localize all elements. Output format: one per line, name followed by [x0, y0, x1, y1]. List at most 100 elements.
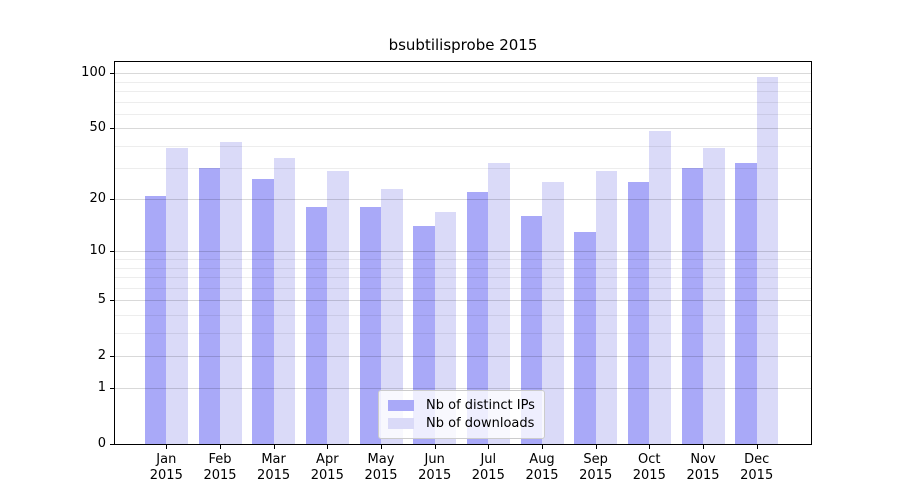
x-tick-label-line: Mar — [261, 452, 286, 467]
y-tick-label: 1 — [97, 380, 106, 396]
legend-label-distinct-ips: Nb of distinct IPs — [426, 398, 535, 414]
bar-downloads — [381, 188, 403, 444]
x-tick-label-line: 2015 — [418, 467, 452, 483]
grid-minor-line — [115, 168, 811, 170]
bar-distinct-ips — [735, 163, 757, 444]
grid-minor-line — [115, 101, 811, 103]
y-tick-mark — [110, 300, 114, 301]
x-tick-mark — [434, 445, 436, 449]
x-tick-mark — [220, 445, 221, 449]
chart-title: bsubtilisprobe 2015 — [388, 36, 538, 54]
x-tick-label-line: 2015 — [203, 467, 237, 483]
bar-distinct-ips — [305, 207, 328, 444]
grid-minor-line — [115, 314, 811, 316]
legend-item-downloads: Nb of downloads — [388, 416, 535, 431]
x-tick-mark — [649, 445, 651, 449]
x-tick-label-line: May — [367, 452, 395, 467]
x-tick-label-line: 2015 — [525, 467, 559, 483]
grid-minor-line — [115, 113, 811, 115]
bar-distinct-ips — [627, 182, 650, 444]
x-tick-label: Jun 2015 — [405, 452, 465, 483]
grid-minor-line — [115, 276, 811, 278]
x-tick-label: Feb 2015 — [190, 452, 250, 483]
x-tick-label-line: Dec — [744, 452, 770, 467]
x-tick-label: Jul 2015 — [458, 452, 518, 483]
y-tick-label: 20 — [89, 191, 106, 207]
x-tick-label-line: Jul — [480, 452, 497, 467]
grid-minor-line — [115, 287, 811, 289]
bar-downloads — [327, 170, 349, 444]
bar-downloads — [542, 182, 564, 444]
bar-downloads — [703, 147, 725, 444]
x-tick-label-line: Jan — [156, 452, 177, 467]
x-tick-label-line: 2015 — [632, 467, 666, 483]
x-tick-label-line: Nov — [690, 452, 716, 467]
x-tick-mark — [273, 445, 275, 449]
y-tick-mark — [110, 199, 114, 201]
x-tick-label-line: 2015 — [579, 467, 613, 483]
legend-label-downloads: Nb of downloads — [426, 415, 535, 431]
x-tick-label-line: Feb — [208, 452, 232, 467]
bar-distinct-ips — [574, 232, 596, 444]
bar-distinct-ips — [359, 207, 381, 444]
grid-minor-line — [115, 81, 811, 83]
y-tick-label: 0 — [97, 436, 106, 451]
grid-major-line — [115, 73, 811, 75]
y-tick-label: 100 — [81, 65, 106, 81]
y-tick-label: 50 — [89, 120, 106, 136]
bar-distinct-ips — [252, 179, 274, 444]
bar-distinct-ips — [520, 216, 542, 444]
x-tick-label-line: Aug — [529, 452, 555, 467]
x-tick-mark — [542, 445, 543, 449]
legend-swatch-downloads — [388, 417, 414, 429]
x-tick-mark — [756, 445, 758, 449]
grid-minor-line — [115, 259, 811, 260]
plot-area — [114, 61, 812, 445]
y-tick-label: 2 — [97, 347, 106, 363]
grid-major-line — [115, 355, 811, 357]
bar-downloads — [220, 141, 242, 444]
x-tick-label-line: 2015 — [257, 467, 291, 483]
x-tick-label: Mar 2015 — [244, 452, 304, 483]
bar-downloads — [488, 163, 510, 444]
bar-downloads — [166, 147, 188, 444]
x-tick-label: Nov 2015 — [673, 452, 733, 483]
grid-minor-line — [115, 267, 811, 269]
x-tick-label-line: 2015 — [686, 467, 720, 483]
legend: Nb of distinct IPs Nb of downloads — [378, 390, 545, 439]
grid-major-line — [115, 388, 811, 390]
x-tick-mark — [381, 445, 382, 449]
y-tick-label: 10 — [89, 243, 106, 259]
x-tick-mark — [327, 445, 329, 449]
bar-distinct-ips — [681, 168, 703, 444]
bar-downloads — [434, 211, 457, 444]
x-tick-label-line: Jun — [424, 452, 445, 467]
y-tick-label: 5 — [97, 292, 106, 307]
y-tick-mark — [110, 251, 114, 253]
grid-major-line — [115, 300, 811, 301]
grid-major-line — [115, 199, 811, 201]
grid-minor-line — [115, 145, 811, 147]
grid-minor-line — [115, 332, 811, 334]
x-tick-mark — [488, 445, 490, 449]
bar-distinct-ips — [413, 226, 435, 444]
bar-distinct-ips — [144, 195, 167, 444]
x-tick-label-line: Apr — [316, 452, 339, 467]
bar-downloads — [273, 158, 296, 444]
x-tick-mark — [595, 445, 597, 449]
x-tick-label-line: 2015 — [364, 467, 398, 483]
legend-item-distinct-ips: Nb of distinct IPs — [388, 398, 535, 413]
bar-downloads — [649, 131, 671, 444]
bar-downloads — [756, 77, 779, 444]
x-tick-label-line: 2015 — [310, 467, 344, 483]
y-tick-mark — [110, 128, 114, 130]
bar-distinct-ips — [198, 168, 220, 444]
x-tick-label-line: 2015 — [471, 467, 505, 483]
bar-distinct-ips — [466, 192, 489, 444]
x-tick-label: Sep 2015 — [566, 452, 626, 483]
x-tick-label: Oct 2015 — [619, 452, 679, 483]
x-tick-label: Jan 2015 — [136, 452, 196, 483]
y-tick-mark — [110, 388, 114, 390]
x-tick-mark — [166, 445, 168, 449]
